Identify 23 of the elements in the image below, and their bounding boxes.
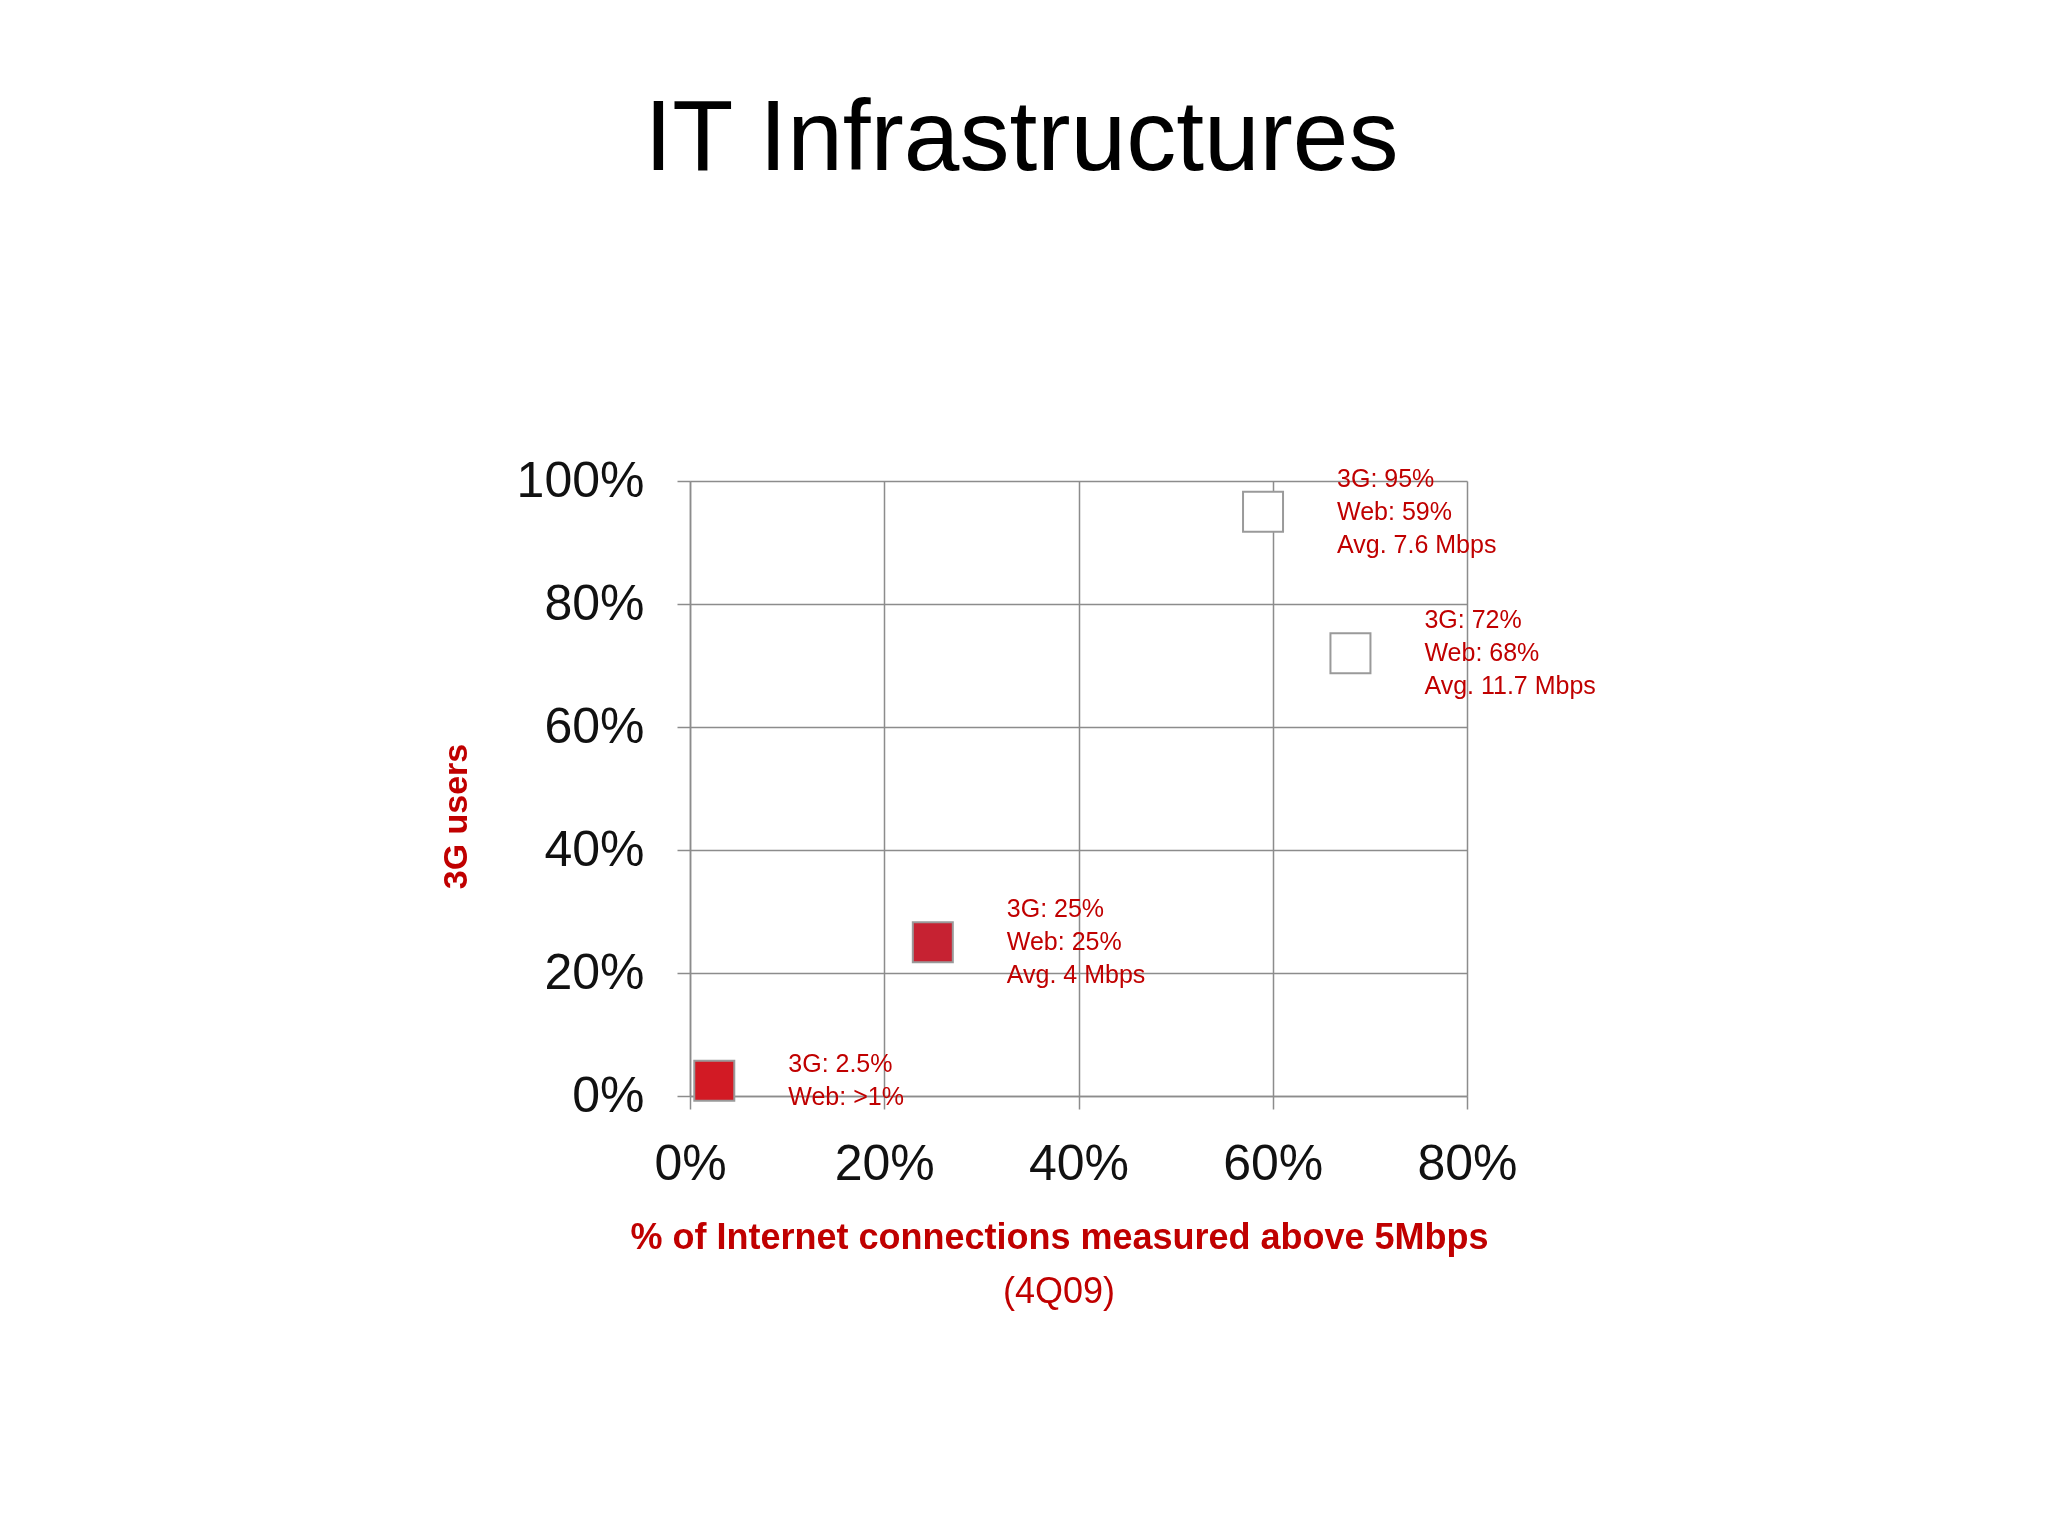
annotation: 3G: 72% Web: 68% Avg. 11.7 Mbps (1424, 605, 1596, 700)
y-tick-label: 60% (544, 697, 645, 754)
y-tick-label: 40% (544, 820, 645, 877)
point (1329, 632, 1372, 675)
x-tick-label: 0% (654, 1134, 727, 1191)
point (911, 921, 954, 964)
annotation: 3G: 95% Web: 59% Avg. 7.6 Mbps (1337, 463, 1497, 558)
y-axis-title: 3G users (435, 743, 474, 890)
x-axis-title: % of Internet connections measured above 5Mbps (630, 1215, 1489, 1257)
y-tick-label: 100% (516, 451, 645, 508)
x-tick-label: 20% (834, 1134, 935, 1191)
y-tick-label: 80% (544, 574, 645, 631)
chart-title: IT Infrastructures (644, 79, 1399, 191)
point (1242, 490, 1285, 533)
y-tick-label: 20% (544, 943, 645, 1000)
x-tick-label: 60% (1223, 1134, 1324, 1191)
x-tick-label: 80% (1417, 1134, 1518, 1191)
x-tick-label: 40% (1028, 1134, 1130, 1191)
point (693, 1059, 736, 1102)
y-tick-label: 0% (572, 1066, 645, 1123)
annotation: 3G: 25% Web: 25% Avg. 4 Mbps (1006, 894, 1146, 989)
text: (4Q09) (1002, 1270, 1116, 1311)
annotation: 3G: 2.5% Web: >1% (788, 1049, 904, 1111)
